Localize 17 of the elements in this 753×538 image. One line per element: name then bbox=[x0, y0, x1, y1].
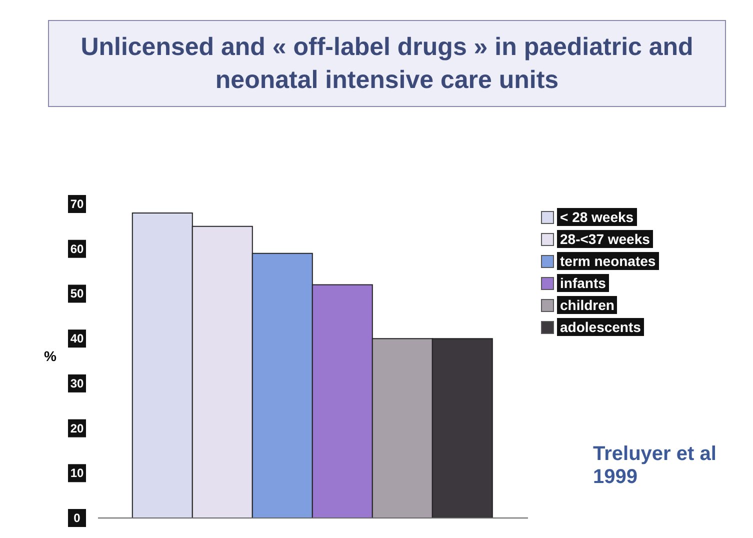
legend-label: infants bbox=[557, 274, 609, 292]
y-tick-label: 40 bbox=[70, 332, 84, 346]
y-tick-label: 30 bbox=[70, 376, 84, 390]
y-tick-label: 0 bbox=[74, 511, 81, 525]
legend-label: < 28 weeks bbox=[557, 208, 637, 226]
text: Treluyer et al 1999 bbox=[593, 443, 716, 489]
chart-title: Unlicensed and « off-label drugs » in paediatric and neonatal intensive care units bbox=[48, 20, 726, 107]
y-tick-label: 10 bbox=[70, 466, 84, 480]
y-tick-label: 50 bbox=[70, 286, 84, 301]
y-axis-title: % bbox=[44, 348, 56, 364]
legend-label: term neonates bbox=[557, 252, 659, 270]
y-tick-label: 20 bbox=[70, 421, 84, 436]
y-tick-label: 70 bbox=[70, 197, 84, 211]
legend-label: children bbox=[557, 296, 618, 314]
legend-label: adolescents bbox=[557, 318, 644, 336]
legend-label: 28-<37 weeks bbox=[557, 230, 653, 248]
y-tick-label: 60 bbox=[70, 242, 84, 256]
